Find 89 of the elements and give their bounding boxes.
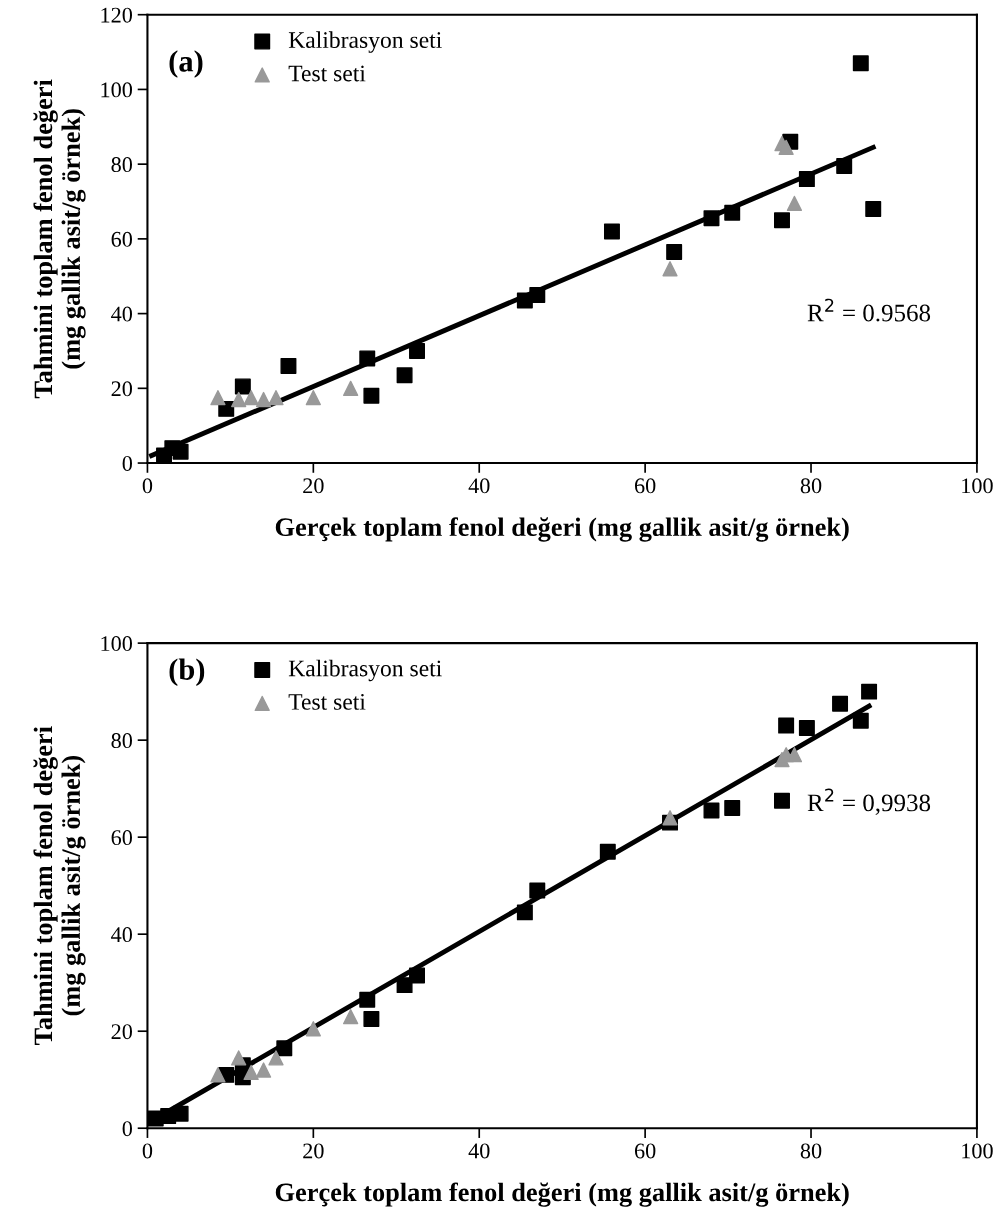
point	[396, 367, 413, 384]
annotation: (a)	[169, 50, 203, 78]
point	[363, 1011, 380, 1028]
x-tick-label: 80	[800, 1143, 822, 1159]
x-tick-label: 20	[303, 478, 324, 494]
point	[666, 243, 683, 260]
y-tick-label: 100	[101, 636, 133, 652]
point	[268, 390, 284, 406]
point	[231, 1050, 247, 1066]
point	[861, 683, 878, 700]
point	[210, 390, 226, 406]
point	[599, 843, 616, 860]
point	[210, 1067, 226, 1083]
point	[662, 261, 678, 277]
legend-label: Test seti	[288, 693, 366, 710]
point	[516, 904, 533, 921]
point	[243, 390, 259, 406]
point	[276, 1040, 293, 1057]
y-tick-label: 20	[111, 1024, 133, 1040]
y-tick-label: 0	[122, 1121, 133, 1137]
x-tick-label: 80	[800, 478, 822, 494]
x-tick-label: 100	[962, 478, 993, 494]
y-tick-label: 0	[122, 455, 133, 471]
point	[852, 712, 869, 729]
point	[865, 201, 882, 217]
y-tick-label: 80	[111, 733, 133, 749]
point	[172, 443, 189, 460]
point	[359, 991, 376, 1008]
annotation: R$^{2}$ = 0,9938	[807, 788, 931, 815]
point	[529, 286, 546, 303]
x-tick-label: 20	[303, 1143, 324, 1159]
point	[774, 792, 790, 809]
y-tick-label: 40	[111, 927, 133, 943]
point	[343, 380, 359, 396]
point	[798, 171, 815, 188]
legend-label: Kalibrasyon seti	[288, 31, 442, 53]
point	[234, 378, 251, 395]
annotation: R$^{2}$ = 0.9568	[807, 298, 931, 322]
x-tick-label: 60	[634, 478, 656, 494]
point	[280, 357, 297, 374]
point	[305, 1021, 321, 1037]
point	[603, 223, 620, 240]
legend-label: Test seti	[288, 65, 366, 82]
y-tick-label: 20	[111, 381, 133, 397]
point	[724, 800, 741, 817]
point	[798, 720, 815, 736]
point	[832, 695, 849, 712]
x-tick-label: 40	[468, 1143, 490, 1159]
x-tick-label: 40	[468, 478, 490, 494]
y-tick-label: 60	[111, 231, 133, 247]
point	[786, 747, 803, 763]
y-tick-label: 80	[111, 157, 133, 173]
point	[724, 204, 741, 221]
x-tick-label: 0	[142, 478, 153, 494]
x-tick-label: 0	[142, 1143, 153, 1159]
x-tick-label: 100	[962, 1143, 993, 1159]
point	[359, 350, 376, 367]
point	[243, 1064, 259, 1081]
point	[662, 810, 678, 826]
point	[409, 342, 426, 359]
y-axis-title: Tahmini toplam fenol değeri (mg gallik asit/g örnek)	[33, 79, 86, 399]
legend-label: Kalibrasyon seti	[288, 659, 442, 682]
point	[786, 195, 803, 212]
annotation: (b)	[169, 658, 205, 687]
point	[529, 882, 546, 899]
point	[836, 158, 853, 174]
y-axis-title: Tahmini toplam fenol değeri (mg gallik asit/g örnek)	[33, 726, 86, 1045]
x-axis-title: Gerçek toplam fenol değeri (mg gallik asit/g örnek)	[275, 1182, 849, 1207]
point	[268, 1050, 284, 1066]
point	[255, 391, 272, 408]
y-tick-label: 100	[101, 82, 133, 98]
point	[409, 967, 426, 984]
point	[774, 212, 790, 229]
point	[231, 391, 247, 408]
point	[396, 977, 413, 994]
point	[255, 1062, 272, 1078]
point	[343, 1009, 359, 1025]
y-tick-label: 60	[111, 830, 133, 846]
point	[172, 1105, 189, 1122]
point	[305, 390, 321, 406]
x-axis-title: Gerçek toplam fenol değeri (mg gallik asit/g örnek)	[275, 517, 849, 542]
y-tick-label: 40	[111, 306, 133, 322]
point	[852, 55, 869, 72]
point	[778, 139, 794, 155]
point	[363, 387, 380, 404]
y-tick-label: 120	[101, 7, 133, 23]
point	[703, 210, 720, 227]
x-tick-label: 60	[634, 1143, 656, 1159]
point	[778, 717, 795, 734]
